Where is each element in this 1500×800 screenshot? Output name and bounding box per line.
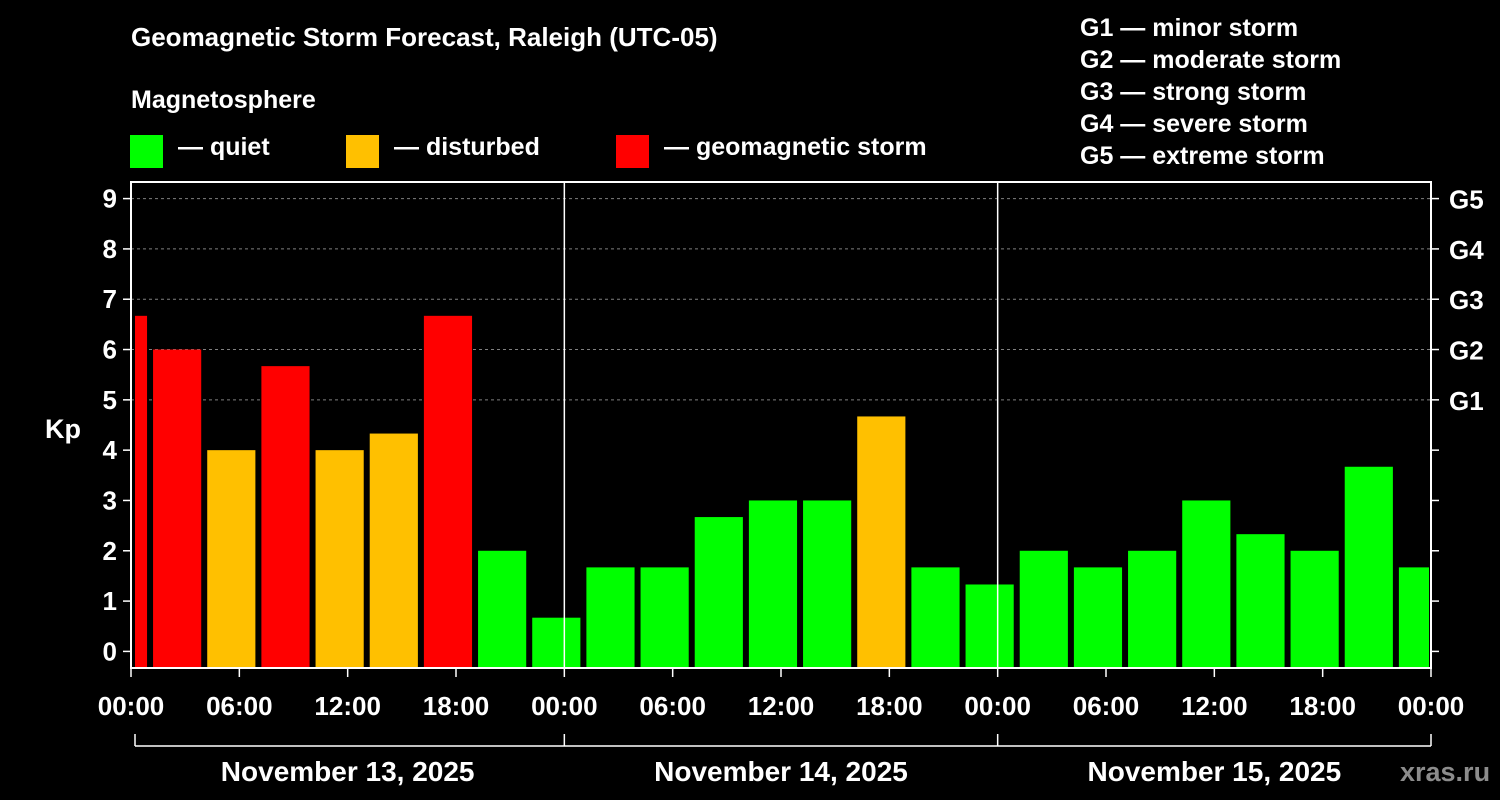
x-tick-label: 18:00: [423, 691, 490, 721]
legend-label-storm: — geomagnetic storm: [664, 133, 927, 161]
kp-bar: [803, 500, 852, 668]
g-axis-label: G3: [1449, 285, 1484, 315]
x-tick-label: 00:00: [964, 691, 1031, 721]
kp-bar: [1073, 567, 1123, 668]
kp-bar: [1290, 550, 1339, 668]
g-axis-label: G4: [1449, 235, 1484, 265]
kp-bar: [1236, 534, 1285, 668]
y-tick-label: 9: [103, 184, 117, 214]
day-label: November 14, 2025: [654, 756, 908, 787]
g-axis-label: G5: [1449, 185, 1484, 215]
kp-bar: [1019, 550, 1068, 668]
watermark: xras.ru: [1400, 757, 1491, 787]
legend-label-quiet: — quiet: [178, 133, 270, 161]
kp-bar: [207, 450, 256, 668]
kp-bar: [423, 315, 473, 668]
x-tick-label: 06:00: [639, 691, 706, 721]
kp-bar: [261, 366, 310, 668]
x-tick-label: 06:00: [1073, 691, 1140, 721]
y-tick-label: 5: [103, 385, 117, 415]
kp-bar: [315, 450, 364, 668]
g-axis-label: G1: [1449, 386, 1484, 416]
kp-bar: [694, 517, 743, 668]
day-label: November 13, 2025: [221, 756, 475, 787]
kp-bar: [135, 315, 148, 668]
kp-bar: [153, 349, 202, 668]
kp-bar: [911, 567, 960, 668]
x-tick-label: 12:00: [1181, 691, 1248, 721]
kp-bar: [478, 550, 527, 668]
day-label: November 15, 2025: [1087, 756, 1341, 787]
x-tick-label: 12:00: [314, 691, 381, 721]
kp-bar: [1182, 500, 1231, 668]
kp-bar: [640, 567, 689, 668]
kp-bar: [586, 567, 635, 668]
x-tick-label: 06:00: [206, 691, 273, 721]
x-tick-label: 00:00: [531, 691, 598, 721]
x-tick-label: 12:00: [748, 691, 815, 721]
g-scale-g2: G2 — moderate storm: [1080, 46, 1342, 74]
kp-bar: [1344, 466, 1393, 668]
y-axis-label: Kp: [45, 414, 81, 444]
g-scale-g4: G4 — severe storm: [1080, 110, 1308, 138]
y-tick-label: 6: [103, 335, 117, 365]
legend-swatch-quiet: [130, 135, 163, 168]
y-tick-label: 3: [103, 485, 117, 515]
chart-title: Geomagnetic Storm Forecast, Raleigh (UTC…: [131, 22, 718, 52]
g-scale-g1: G1 — minor storm: [1080, 14, 1299, 42]
y-tick-label: 0: [103, 636, 117, 666]
x-tick-label: 00:00: [98, 691, 165, 721]
x-tick-label: 00:00: [1398, 691, 1465, 721]
g-scale-g3: G3 — strong storm: [1080, 78, 1307, 106]
kp-bar: [1128, 550, 1177, 668]
y-tick-label: 8: [103, 234, 117, 264]
legend-title: Magnetosphere: [131, 86, 316, 114]
y-tick-label: 2: [103, 536, 117, 566]
x-tick-label: 18:00: [856, 691, 923, 721]
legend-swatch-storm: [616, 135, 649, 168]
kp-bar: [748, 500, 798, 668]
y-tick-label: 4: [103, 435, 118, 465]
kp-bar: [1398, 567, 1429, 668]
x-tick-label: 18:00: [1289, 691, 1356, 721]
kp-bar: [369, 433, 418, 668]
kp-bar: [532, 617, 581, 668]
legend-label-disturbed: — disturbed: [394, 133, 540, 161]
legend-swatch-disturbed: [346, 135, 379, 168]
g-scale-g5: G5 — extreme storm: [1080, 142, 1325, 170]
kp-bar: [857, 416, 906, 668]
y-tick-label: 7: [103, 284, 117, 314]
g-axis-label: G2: [1449, 336, 1484, 366]
y-tick-label: 1: [103, 586, 117, 616]
kp-bar: [965, 584, 1014, 668]
